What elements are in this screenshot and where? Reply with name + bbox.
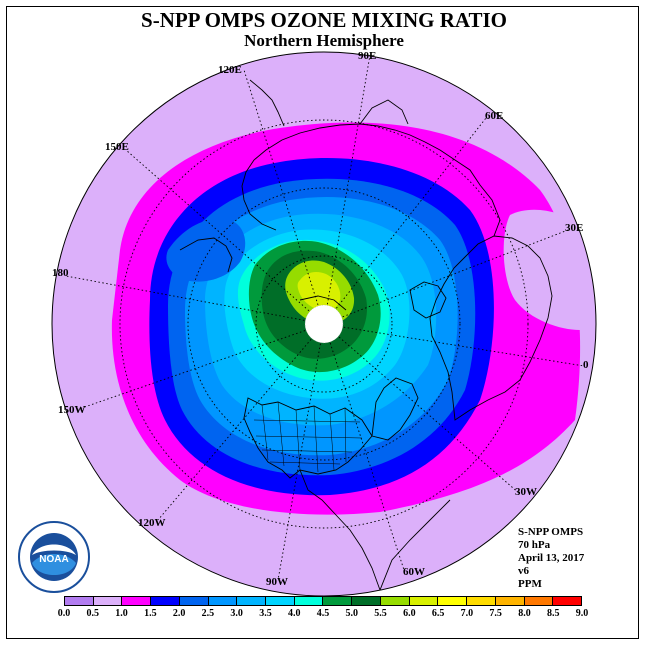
colorbar-tick-label: 6.0: [403, 608, 416, 619]
info-date: April 13, 2017: [518, 552, 585, 564]
figure-frame: [6, 6, 639, 639]
lon-label-30e: 30E: [565, 222, 584, 234]
colorbar-tick-label: 1.0: [115, 608, 128, 619]
colorbar-tick-labels: 0.0 0.5 1.0 1.5 2.0 2.5 3.0 3.5 4.0 4.5 5.0 5.5 6.0 6…: [58, 608, 589, 622]
asia-coast: [241, 123, 501, 237]
colorbar-tick-label: 7.0: [460, 608, 474, 619]
info-level: 70 hPa: [518, 539, 551, 551]
lon-label-90w: 90W: [266, 576, 288, 588]
colorbar-tick-label: 4.5: [316, 608, 330, 619]
info-units: PPM: [518, 578, 542, 590]
colorbar-tick-label: 8.0: [518, 608, 531, 619]
noaa-logo: NOAA: [18, 521, 90, 593]
colorbar-segment: [65, 597, 94, 605]
meridian-60w: [323, 323, 405, 571]
colorbar-tick-label: 3.5: [259, 608, 272, 619]
colorbar-tick-label: 5.5: [374, 608, 387, 619]
colorbar-tick-label: 0.0: [57, 608, 71, 619]
colorbar-segment: [438, 597, 468, 605]
colorbar-segment: [409, 597, 439, 605]
colorbar-tick-label: 3.0: [230, 608, 243, 619]
meridian-30w: [323, 323, 521, 495]
greenland-coast: [371, 377, 419, 441]
arctic-islands: [299, 295, 347, 311]
colorbar-tick-label: 0.5: [86, 608, 100, 619]
colorbar-segment: [266, 597, 295, 605]
colorbar-segment: [495, 597, 525, 605]
colorbar-segment: [553, 597, 581, 605]
meridian-90e: [323, 54, 371, 325]
latitude-circle-70n: [255, 255, 393, 393]
colorbar-segment: [122, 597, 152, 605]
colorbar-segment: [151, 597, 180, 605]
colorbar-segment: [208, 597, 238, 605]
latitude-circle-30n: [119, 119, 529, 529]
colorbar-segment: [524, 597, 554, 605]
lon-label-180: 180: [52, 267, 69, 279]
alaska-coast: [179, 237, 233, 273]
info-version: v6: [518, 565, 529, 577]
latitude-circle-50n: [187, 187, 461, 461]
map-info-block: S-NPP OMPS 70 hPa April 13, 2017 v6 PPM: [518, 526, 584, 591]
figure-title: S-NPP OMPS OZONE MIXING RATIO: [141, 8, 507, 32]
colorbar-tick-label: 2.0: [172, 608, 186, 619]
colorbar-tick-label: 5.0: [345, 608, 359, 619]
scandinavia-coast: [409, 281, 447, 319]
south-america-coast: [379, 499, 451, 591]
colorbar-tick-label: 9.0: [575, 608, 589, 619]
colorbar-segment: [237, 597, 267, 605]
colorbar-segment: [323, 597, 353, 605]
noaa-logo-text: NOAA: [39, 554, 68, 565]
colorbar-segment: [294, 597, 324, 605]
india-coast: [359, 99, 409, 125]
lon-label-120e: 120E: [218, 64, 242, 76]
east-asia-coast: [249, 79, 285, 127]
meridian-120w: [157, 323, 325, 521]
colorbar-tick-label: 1.5: [144, 608, 157, 619]
info-instrument: S-NPP OMPS: [518, 526, 584, 538]
colorbar-segment: [352, 597, 381, 605]
colorbar-segment: [467, 597, 496, 605]
meridian-90w: [277, 323, 325, 581]
ozone-lobe-pacific: [166, 218, 246, 282]
graticule: [65, 54, 585, 581]
north-america-coast: [243, 397, 373, 479]
colorbar-tick-label: 7.5: [489, 608, 502, 619]
lon-label-60e: 60E: [485, 110, 504, 122]
lon-label-60w: 60W: [403, 566, 425, 578]
colorbar-segment: [93, 597, 123, 605]
colorbar-segment: [179, 597, 209, 605]
colorbar-segment: [380, 597, 410, 605]
central-america-coast: [299, 469, 381, 591]
lon-label-120w: 120W: [138, 517, 166, 529]
lon-label-90e: 90E: [358, 50, 377, 62]
colorbar: [64, 596, 582, 606]
lon-label-150w: 150W: [58, 404, 86, 416]
pole-data-gap: [304, 304, 344, 344]
lon-label-30w: 30W: [515, 486, 537, 498]
lon-label-150e: 150E: [105, 141, 129, 153]
lon-label-0: 0: [583, 359, 589, 371]
colorbar-tick-label: 4.0: [287, 608, 301, 619]
ozone-band-6.0-6.5: [297, 272, 341, 311]
colorbar-tick-label: 2.5: [201, 608, 215, 619]
colorbar-tick-label: 8.5: [546, 608, 560, 619]
figure-subtitle: Northern Hemisphere: [244, 31, 404, 50]
us-state-grid: [253, 401, 363, 473]
colorbar-tick-label: 6.5: [431, 608, 445, 619]
ozone-lobe-atlantic: [503, 209, 580, 330]
meridian-120e: [243, 69, 325, 325]
